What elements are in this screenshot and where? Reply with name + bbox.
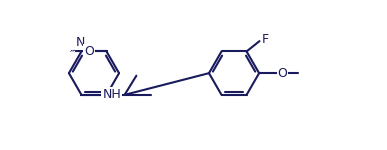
Text: O: O	[277, 67, 288, 80]
Text: F: F	[262, 33, 269, 46]
Text: O: O	[84, 45, 94, 58]
Text: NH: NH	[103, 88, 121, 101]
Text: methyl: methyl	[70, 51, 75, 52]
Text: methyl: methyl	[72, 50, 77, 51]
Text: N: N	[76, 36, 86, 49]
